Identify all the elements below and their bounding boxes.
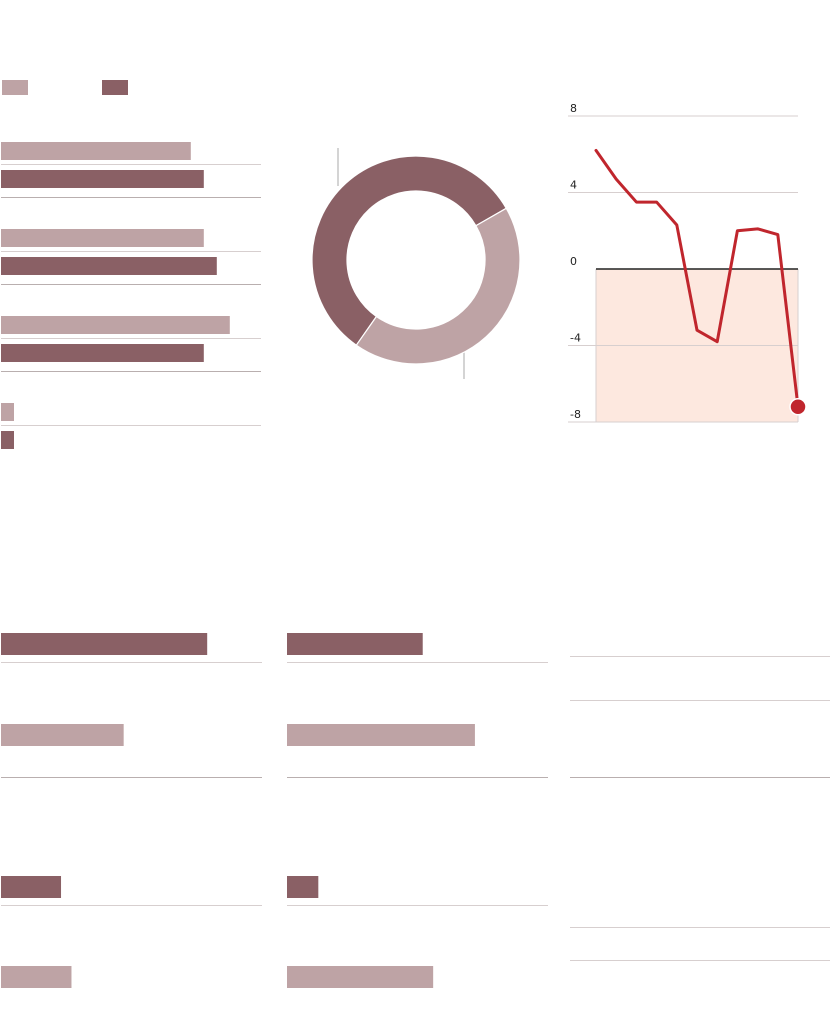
bar (1, 633, 208, 655)
bar (1, 876, 62, 898)
empty-panel-bottom-right (570, 656, 830, 961)
bar (1, 257, 217, 275)
bar (287, 633, 423, 655)
bar (287, 724, 475, 746)
legend-swatch-dark (102, 80, 128, 95)
y-tick-label: 0 (570, 255, 577, 268)
bar (287, 876, 319, 898)
series-line (594, 148, 800, 409)
y-tick-label: 4 (570, 179, 577, 192)
donut-chart (311, 148, 521, 379)
last-point-marker (789, 397, 807, 416)
legend (2, 80, 128, 95)
y-tick-label: 8 (570, 102, 577, 115)
bar (1, 142, 191, 160)
bar-panel-bottom-middle (287, 633, 548, 988)
donut-slice (311, 155, 508, 347)
bar (287, 966, 434, 988)
bar (1, 724, 124, 746)
bar (1, 431, 14, 449)
bar (1, 403, 14, 421)
y-tick-label: -8 (570, 408, 581, 421)
bar (1, 344, 204, 362)
y-tick-label: -4 (570, 332, 581, 345)
line-chart: 8 4 0 -4 -8 (568, 102, 807, 423)
bar (1, 229, 204, 247)
grouped-bar-chart (1, 142, 261, 449)
legend-swatch-light (2, 80, 28, 95)
donut-slice (355, 207, 521, 365)
bar (1, 170, 204, 188)
bar (1, 316, 230, 334)
bar-panel-bottom-left (1, 633, 262, 988)
bar (1, 966, 72, 988)
